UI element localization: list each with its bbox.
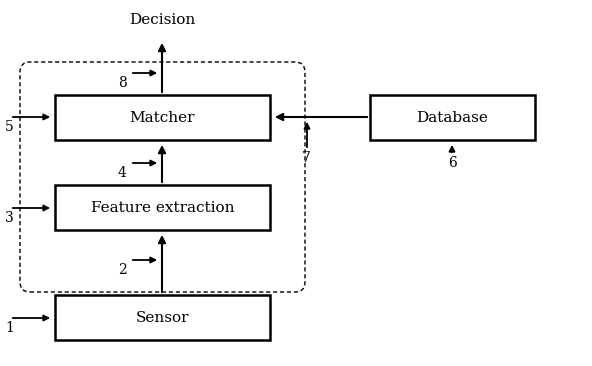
Text: Decision: Decision [129, 13, 195, 27]
Text: 5: 5 [5, 120, 14, 134]
Text: 1: 1 [5, 321, 14, 335]
FancyBboxPatch shape [370, 95, 535, 140]
Text: Feature extraction: Feature extraction [91, 201, 234, 214]
Text: 6: 6 [448, 156, 457, 170]
FancyBboxPatch shape [55, 95, 270, 140]
Text: Matcher: Matcher [130, 111, 195, 124]
Text: Database: Database [417, 111, 488, 124]
Text: 4: 4 [118, 166, 127, 180]
FancyBboxPatch shape [55, 185, 270, 230]
Text: Sensor: Sensor [136, 310, 189, 325]
FancyBboxPatch shape [55, 295, 270, 340]
Text: 3: 3 [5, 211, 14, 225]
Text: 8: 8 [118, 76, 127, 90]
Text: 2: 2 [118, 263, 127, 277]
Text: 7: 7 [302, 151, 311, 165]
